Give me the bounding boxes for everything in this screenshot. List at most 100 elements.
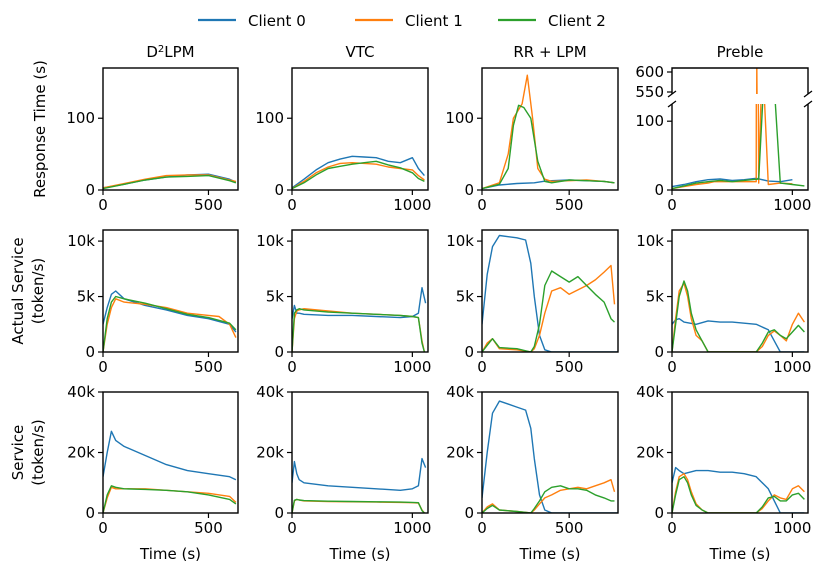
series-line-client-1 [482,74,615,190]
x-tick-label: 1000 [773,519,811,537]
series-line-client-0 [292,457,427,491]
y-tick-label: 10k [636,232,664,250]
x-tick-label: 1000 [393,196,431,214]
series-line-client-2 [292,498,425,513]
y-tick-label: 0 [85,181,95,199]
panel-0-0: 0 100 0 500 [66,67,239,214]
row-labels: Response Time (s)Actual Service (token/s)… [9,60,49,486]
x-tick-label: 0 [477,196,487,214]
axes-frame [102,67,239,191]
row-label-1-0: Actual Service [9,237,27,344]
y-tick-label: 0 [464,343,474,361]
legend: Client 0 Client 1 Client 2 [198,12,606,30]
series-line-client-2 [103,295,237,352]
y-tick-label: 5k [77,288,96,306]
y-tick-label: 0 [85,504,95,522]
x-tick-label: 0 [98,196,108,214]
axis-break-mark [803,90,813,98]
axes-frame [481,67,619,191]
row-label-2-1: (token/s) [29,419,47,486]
axis-break-mark [803,100,813,108]
series-line-top-client-1 [756,68,758,94]
panel-2-0: 0 20k 40k 0 500 Time (s) [67,383,239,563]
x-tick-label: 500 [555,358,584,376]
x-tick-label: 1000 [393,519,431,537]
x-tick-label: 1000 [773,196,811,214]
panel-0-2: 0 100 0 500 [445,67,619,214]
x-tick-label: 0 [477,358,487,376]
y-tick-label: 20k [446,444,474,462]
panel-1-3: 0 5k 10k 0 1000 [636,229,811,376]
series-line-client-1 [103,298,237,352]
legend-label-client-2: Client 2 [548,12,606,30]
x-tick-label: 0 [667,358,677,376]
series-line-client-2 [672,476,805,513]
y-tick-label: 0 [274,181,284,199]
x-tick-label: 500 [194,358,223,376]
series-line-client-2 [672,280,805,352]
axes-frame [102,229,239,353]
series-line-client-0 [103,290,237,333]
panel-1-0: 0 5k 10k 0 500 [67,229,239,376]
column-titles: D2LPM VTC RR + LPM Preble [146,43,763,61]
x-tick-label: 1000 [773,358,811,376]
axes-frame-main [671,104,809,191]
y-tick-label: 40k [256,383,284,401]
series-line-client-2 [482,104,615,190]
series-line-client-1 [292,161,425,190]
column-title-d2lpm: D2LPM [146,43,194,61]
series-line-client-2 [672,104,805,190]
row-label-1-1: (token/s) [29,258,47,325]
row-label-2-0: Service [9,425,27,480]
legend-label-client-0: Client 0 [248,12,306,30]
y-tick-label: 10k [67,232,95,250]
y-tick-label: 550 [635,83,664,101]
axis-break-mark [667,90,677,98]
x-tick-label: 0 [477,519,487,537]
series-line-client-1 [482,479,616,513]
axes-frame [291,391,429,514]
column-title-rr-lpm: RR + LPM [513,43,586,61]
x-tick-label: 0 [667,519,677,537]
x-tick-label: 0 [667,196,677,214]
y-tick-label: 0 [274,343,284,361]
x-axis-label: Time (s) [139,545,201,563]
legend-label-client-1: Client 1 [405,12,463,30]
panel-2-2: 0 20k 40k 0 500 Time (s) [446,383,619,563]
panel-1-1: 0 5k 10k 0 1000 [256,229,431,376]
x-tick-label: 0 [98,519,108,537]
y-tick-label: 10k [446,232,474,250]
y-tick-label: 0 [654,504,664,522]
series-line-client-0 [672,466,805,513]
x-axis-label: Time (s) [519,545,581,563]
series-line-client-0 [482,234,618,352]
x-tick-label: 500 [194,196,223,214]
column-title-preble: Preble [717,43,764,61]
series-line-client-2 [482,270,615,352]
y-tick-label: 5k [456,288,475,306]
y-tick-label: 100 [255,109,284,127]
series-line-client-0 [672,318,805,352]
axes-frame [291,67,429,191]
x-tick-label: 500 [555,196,584,214]
y-tick-label: 100 [66,109,95,127]
y-tick-label: 20k [636,444,664,462]
series-line-client-1 [672,473,805,513]
axes-frame [671,229,809,353]
x-tick-label: 0 [287,196,297,214]
y-tick-label: 600 [635,63,664,81]
panel-1-2: 0 5k 10k 0 500 [446,229,619,376]
series-line-client-2 [292,160,425,190]
x-tick-label: 0 [287,358,297,376]
y-tick-label: 20k [256,444,284,462]
y-tick-label: 100 [445,109,474,127]
axes-frame [291,229,429,353]
y-tick-label: 20k [67,444,95,462]
column-title-vtc: VTC [345,43,374,61]
y-tick-label: 40k [446,383,474,401]
x-tick-label: 0 [98,358,108,376]
